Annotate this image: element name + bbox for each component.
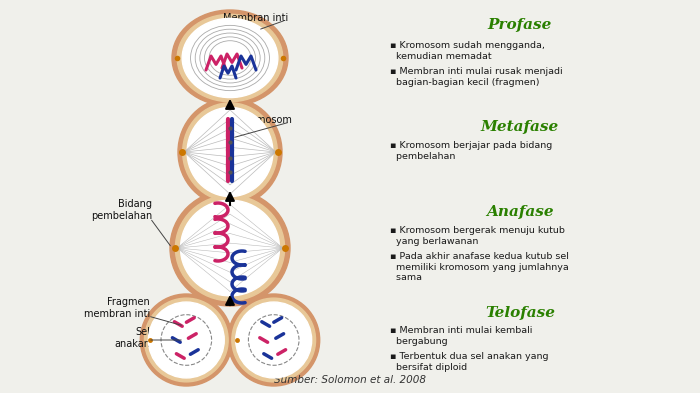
Text: ▪ Membran inti mulai kembali
  bergabung: ▪ Membran inti mulai kembali bergabung xyxy=(390,326,533,345)
Text: Sumber: Solomon et al. 2008: Sumber: Solomon et al. 2008 xyxy=(274,375,426,385)
Ellipse shape xyxy=(183,103,277,201)
Ellipse shape xyxy=(228,294,320,386)
Ellipse shape xyxy=(177,14,283,102)
Text: ▪ Membran inti mulai rusak menjadi
  bagian-bagian kecil (fragmen): ▪ Membran inti mulai rusak menjadi bagia… xyxy=(390,67,563,87)
Text: Sel
anakan: Sel anakan xyxy=(114,327,150,349)
Ellipse shape xyxy=(236,302,312,378)
Text: Kromosom: Kromosom xyxy=(240,115,292,125)
Ellipse shape xyxy=(181,200,279,296)
Text: Anafase: Anafase xyxy=(486,205,554,219)
Ellipse shape xyxy=(232,298,316,382)
Ellipse shape xyxy=(144,298,228,382)
Text: Telofase: Telofase xyxy=(485,306,555,320)
Text: Bidang
pembelahan: Bidang pembelahan xyxy=(91,199,152,221)
Text: ▪ Kromosom berjajar pada bidang
  pembelahan: ▪ Kromosom berjajar pada bidang pembelah… xyxy=(390,141,552,161)
Text: ▪ Terbentuk dua sel anakan yang
  bersifat diploid: ▪ Terbentuk dua sel anakan yang bersifat… xyxy=(390,352,549,372)
Ellipse shape xyxy=(172,10,288,106)
Text: Metafase: Metafase xyxy=(481,120,559,134)
Ellipse shape xyxy=(148,302,224,378)
Text: ▪ Kromosom sudah mengganda,
  kemudian memadat: ▪ Kromosom sudah mengganda, kemudian mem… xyxy=(390,41,545,61)
Text: Membran inti: Membran inti xyxy=(223,13,288,23)
Ellipse shape xyxy=(176,195,285,301)
Ellipse shape xyxy=(178,98,282,206)
Ellipse shape xyxy=(140,294,232,386)
Ellipse shape xyxy=(170,190,290,306)
Text: Fragmen
membran inti: Fragmen membran inti xyxy=(84,297,150,319)
Text: ▪ Kromosom bergerak menuju kutub
  yang berlawanan: ▪ Kromosom bergerak menuju kutub yang be… xyxy=(390,226,565,246)
Ellipse shape xyxy=(187,107,273,196)
Text: ▪ Pada akhir anafase kedua kutub sel
  memiliki kromosom yang jumlahnya
  sama: ▪ Pada akhir anafase kedua kutub sel mem… xyxy=(390,252,569,282)
Ellipse shape xyxy=(182,18,278,97)
Text: Profase: Profase xyxy=(488,18,552,32)
